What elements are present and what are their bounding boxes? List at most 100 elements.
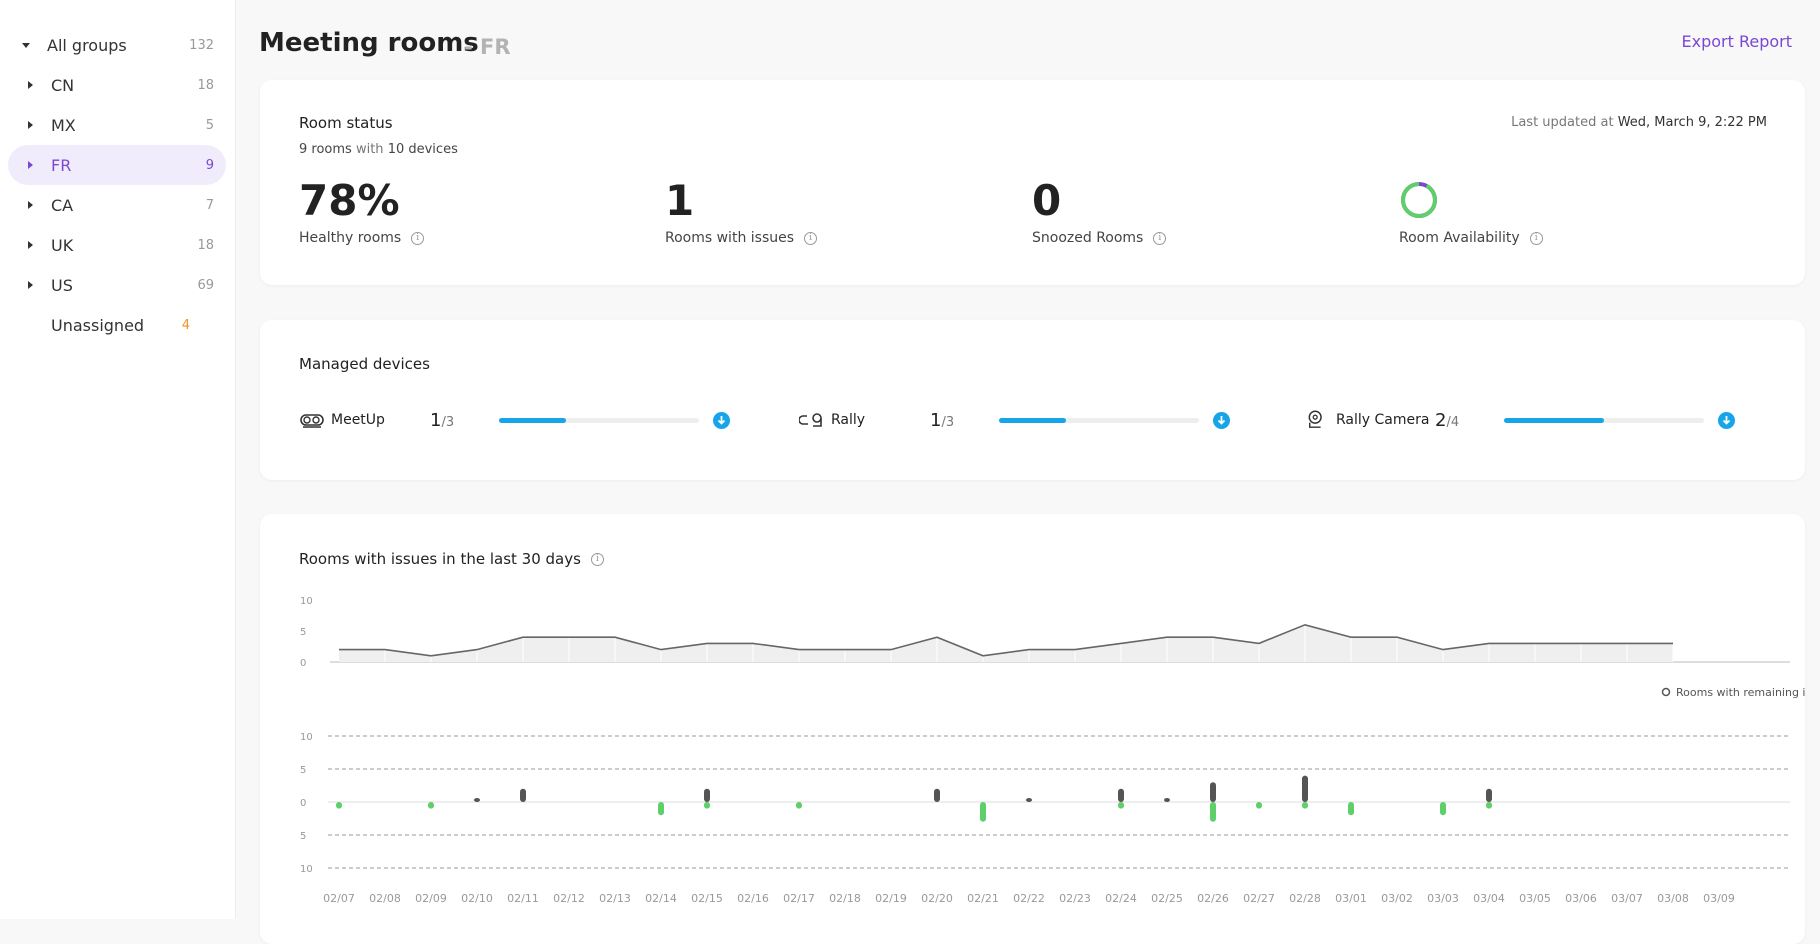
bar-resolved: [1440, 802, 1446, 816]
bar-remaining: [1164, 798, 1170, 802]
rooms-count: 9 rooms: [299, 142, 352, 157]
device-progress-fill: [499, 418, 566, 423]
y-tick-label: 10: [300, 732, 313, 743]
x-tick-label: 02/08: [369, 892, 401, 905]
rooms-summary: 9 rooms with 10 devices: [299, 142, 458, 157]
info-icon[interactable]: i: [1153, 231, 1167, 245]
x-tick-label: 03/01: [1335, 892, 1367, 905]
x-tick-label: 03/07: [1611, 892, 1643, 905]
chevron-down-icon[interactable]: [22, 43, 30, 48]
meetup-icon: [300, 414, 324, 428]
x-tick-label: 02/28: [1289, 892, 1321, 905]
with-word: with: [355, 142, 384, 157]
x-tick-label: 02/14: [645, 892, 677, 905]
x-tick-label: 02/12: [553, 892, 585, 905]
issues-chart: 0 5 10 Rooms with remaining issues 0 5 10 5 10 02…: [300, 596, 1805, 905]
device-count-value: 1: [930, 409, 942, 431]
area-line: [339, 623, 1673, 657]
bar-resolved: [336, 802, 342, 809]
chevron-right-icon[interactable]: [28, 201, 33, 209]
device-row-rally-camera: Rally Camera 2/4: [1304, 405, 1735, 435]
last-updated: Last updated at Wed, March 9, 2:22 PM: [1511, 115, 1767, 130]
download-icon[interactable]: [713, 412, 730, 429]
bar-remaining: [1302, 775, 1308, 802]
group-name: UK: [51, 235, 74, 255]
x-tick-label: 02/11: [507, 892, 539, 905]
stat-room-availability: Room Availability i: [1399, 176, 1699, 266]
sidebar: All groups 132 CN 18 MX 5 FR 9 CA 7 UK 1…: [0, 0, 236, 919]
group-name: US: [51, 275, 73, 295]
chevron-right-icon[interactable]: [28, 81, 33, 89]
bar-resolved: [796, 802, 802, 809]
stat-value: 78%: [299, 176, 400, 225]
bar-resolved: [1210, 802, 1216, 822]
group-count: 18: [197, 237, 214, 253]
chevron-right-icon[interactable]: [28, 241, 33, 249]
x-tick-label: 02/23: [1059, 892, 1091, 905]
download-icon[interactable]: [1718, 412, 1735, 429]
info-icon[interactable]: i: [804, 231, 818, 245]
group-item-unassigned[interactable]: Unassigned 4: [8, 305, 226, 345]
group-item-fr[interactable]: FR 9: [8, 145, 226, 185]
group-item-mx[interactable]: MX 5: [8, 105, 226, 145]
x-tick-label: 02/22: [1013, 892, 1045, 905]
group-item-all-groups[interactable]: All groups 132: [8, 25, 226, 65]
bar-resolved: [980, 802, 986, 822]
bar-resolved: [658, 802, 664, 816]
area-fill: [339, 624, 1673, 662]
group-count: 18: [197, 77, 214, 93]
bar-remaining: [1118, 788, 1124, 802]
bar-remaining: [1486, 788, 1492, 802]
device-count-total: /3: [941, 414, 955, 430]
page-subtitle: - FR: [464, 35, 511, 59]
group-count: 4: [181, 317, 190, 333]
device-name: MeetUp: [331, 412, 385, 428]
info-icon[interactable]: i: [590, 552, 604, 566]
x-tick-label: 02/26: [1197, 892, 1229, 905]
bar-resolved: [1348, 802, 1354, 816]
group-name: MX: [51, 115, 76, 135]
stat-snoozed-rooms: 0 Snoozed Rooms i: [1032, 176, 1332, 266]
bar-resolved: [704, 802, 710, 809]
stat-label-text: Room Availability: [1399, 230, 1520, 246]
x-tick-label: 03/04: [1473, 892, 1505, 905]
chevron-right-icon[interactable]: [28, 281, 33, 289]
group-item-us[interactable]: US 69: [8, 265, 226, 305]
group-item-cn[interactable]: CN 18: [8, 65, 226, 105]
chevron-right-icon[interactable]: [28, 161, 33, 169]
chevron-right-icon[interactable]: [28, 121, 33, 129]
x-tick-label: 03/09: [1703, 892, 1735, 905]
info-icon[interactable]: i: [1529, 231, 1543, 245]
bar-remaining: [1210, 782, 1216, 802]
page-title: Meeting rooms: [259, 28, 479, 58]
legend-marker: [1661, 687, 1671, 697]
stat-label: Room Availability i: [1399, 230, 1543, 246]
last-updated-label: Last updated at: [1511, 115, 1614, 130]
x-tick-label: 02/17: [783, 892, 815, 905]
info-icon[interactable]: i: [411, 231, 425, 245]
x-tick-label: 03/06: [1565, 892, 1597, 905]
y-tick-label: 0: [300, 658, 306, 669]
export-report-link[interactable]: Export Report: [1681, 32, 1793, 51]
x-tick-label: 02/25: [1151, 892, 1183, 905]
group-name: All groups: [47, 35, 127, 55]
download-icon[interactable]: [1213, 412, 1230, 429]
device-count-value: 1: [430, 409, 442, 431]
y-tick-label: 0: [300, 798, 306, 809]
bar-resolved: [1302, 802, 1308, 809]
x-tick-label: 02/10: [461, 892, 493, 905]
bar-resolved: [1118, 802, 1124, 809]
group-count: 7: [205, 197, 214, 213]
bar-remaining: [474, 798, 480, 802]
rally-icon: [799, 413, 822, 427]
device-progress-track: [999, 418, 1199, 423]
donut-available: [1401, 182, 1437, 218]
issues-chart-title: Rooms with issues in the last 30 days: [299, 550, 581, 568]
group-item-uk[interactable]: UK 18: [8, 225, 226, 265]
device-count: 2/4: [1435, 410, 1459, 431]
group-item-ca[interactable]: CA 7: [8, 185, 226, 225]
devices-count: 10 devices: [387, 142, 458, 157]
bar-remaining: [704, 788, 710, 802]
group-name: CA: [51, 195, 74, 215]
stat-label-text: Rooms with issues: [665, 230, 795, 246]
